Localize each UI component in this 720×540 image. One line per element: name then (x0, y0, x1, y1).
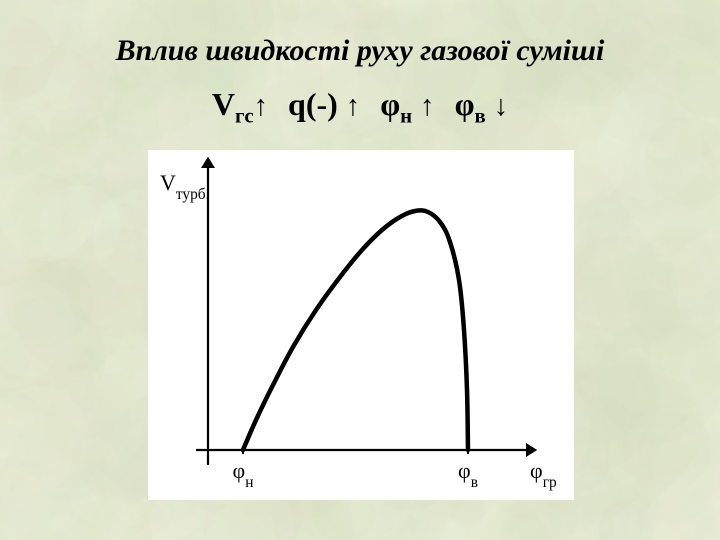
formula-term-phi-v: φв ↓ (455, 86, 509, 128)
chart-figure: φнφвVтурб.φгр (148, 150, 574, 500)
term-base: V (212, 86, 235, 122)
formula-term-phi-n: φн ↑ (380, 86, 434, 128)
formula-term-q: q(-) ↑ (288, 86, 360, 123)
up-arrow-icon: ↑ (254, 90, 268, 122)
up-arrow-icon: ↑ (420, 90, 434, 122)
formula-line: Vгс↑ q(-) ↑ φн ↑ φв ↓ (0, 86, 720, 128)
term-base: φ (455, 86, 475, 122)
down-arrow-icon: ↓ (494, 90, 508, 122)
chart-svg: φнφвVтурб.φгр (148, 150, 574, 500)
slide: Вплив швидкості руху газової суміші Vгс↑… (0, 0, 720, 540)
term-sub: в (475, 104, 486, 127)
slide-title: Вплив швидкості руху газової суміші (0, 34, 720, 68)
term-base: φ (380, 86, 400, 122)
formula-term-vgc: Vгс↑ (212, 86, 268, 128)
term-sub: н (400, 104, 412, 127)
up-arrow-icon: ↑ (346, 90, 360, 122)
term-base: q(-) (288, 86, 338, 122)
term-sub: гс (235, 104, 254, 127)
